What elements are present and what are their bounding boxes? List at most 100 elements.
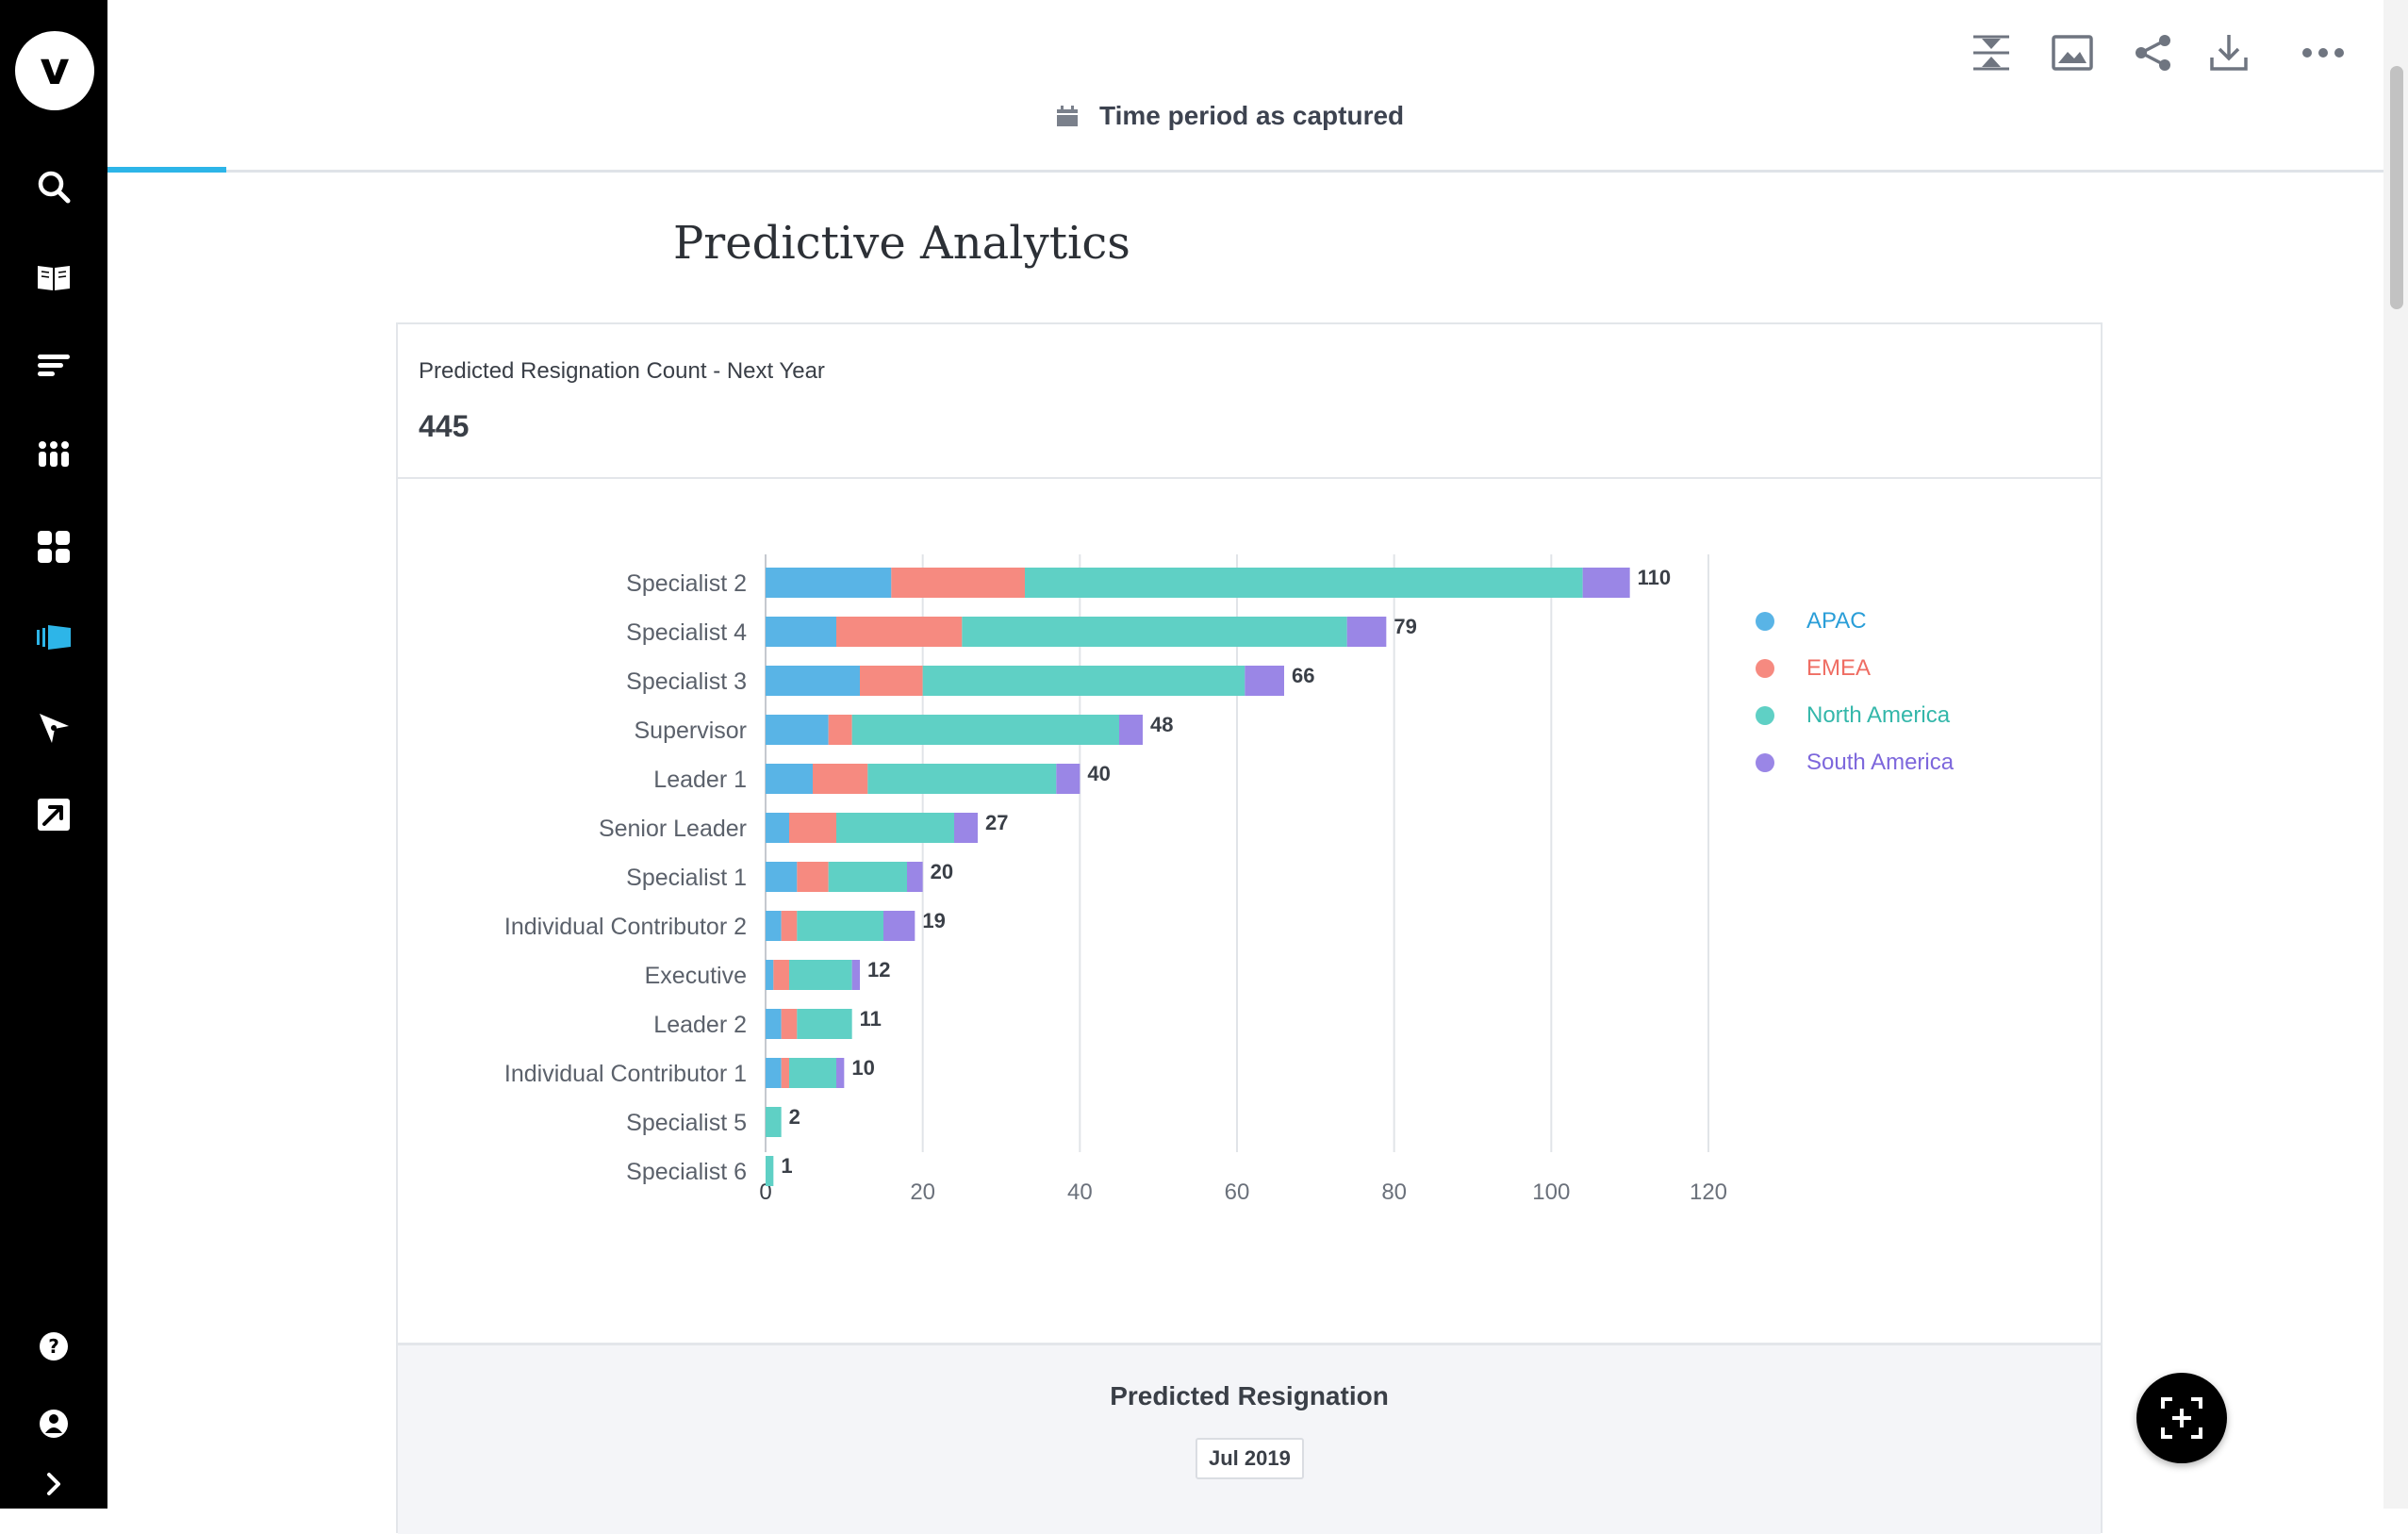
bar-total-label: 79	[1394, 615, 1416, 638]
compass-icon[interactable]	[31, 705, 76, 751]
bar-segment	[836, 617, 963, 647]
bar-segment	[922, 666, 1245, 696]
bar-segment	[836, 813, 954, 843]
bar-segment	[851, 715, 1119, 745]
bar-segment	[781, 1058, 789, 1088]
book-icon[interactable]	[31, 255, 76, 300]
bar-segment	[851, 960, 860, 990]
bar-total-label: 66	[1292, 664, 1314, 687]
category-label: Leader 1	[653, 767, 747, 793]
scrollbar-thumb[interactable]	[2390, 66, 2403, 309]
bar-segment	[766, 1156, 774, 1186]
storyboard-icon[interactable]	[31, 615, 76, 660]
bar-segment	[773, 960, 789, 990]
expand-icon[interactable]	[31, 1461, 76, 1507]
share-icon[interactable]	[2129, 28, 2178, 77]
bar-segment	[1582, 568, 1630, 598]
date-chip[interactable]: Jul 2019	[1196, 1438, 1304, 1479]
legend-dot	[1756, 612, 1774, 631]
legend-dot	[1756, 659, 1774, 678]
x-tick-label: 80	[1381, 1179, 1407, 1205]
bar-segment	[962, 617, 1347, 647]
category-label: Senior Leader	[599, 816, 747, 842]
bar-segment	[766, 568, 892, 598]
legend-item[interactable]: EMEA	[1756, 645, 1954, 692]
help-icon[interactable]: ?	[31, 1324, 76, 1369]
legend-item[interactable]: South America	[1756, 739, 1954, 786]
top-bar	[107, 0, 2383, 173]
bar-segment	[789, 813, 836, 843]
bar-segment	[836, 1058, 845, 1088]
x-tick-label: 40	[1067, 1179, 1093, 1205]
image-icon[interactable]	[2048, 28, 2097, 77]
add-to-storyboard-button[interactable]	[2136, 1373, 2227, 1463]
calendar-icon	[1057, 106, 1078, 126]
search-icon[interactable]	[31, 164, 76, 209]
add-frame-icon	[2161, 1397, 2202, 1439]
category-label: Individual Contributor 2	[504, 914, 747, 940]
category-label: Leader 2	[653, 1012, 747, 1038]
category-label: Specialist 1	[626, 865, 747, 891]
bar-segment	[1245, 666, 1284, 696]
time-period-selector[interactable]: Time period as captured	[1056, 97, 1404, 135]
category-label: Specialist 3	[626, 668, 747, 695]
category-label: Specialist 2	[626, 570, 747, 597]
external-link-icon[interactable]	[31, 792, 76, 837]
bar-segment	[766, 862, 798, 892]
more-icon[interactable]	[2299, 28, 2348, 77]
logo-letter: v	[40, 42, 70, 95]
legend-item[interactable]: North America	[1756, 692, 1954, 739]
bar-segment	[797, 1009, 852, 1039]
bar-segment	[781, 1009, 798, 1039]
legend-label: EMEA	[1806, 655, 1872, 681]
x-tick-label: 20	[910, 1179, 935, 1205]
bar-segment	[766, 1009, 782, 1039]
bar-total-label: 10	[851, 1056, 874, 1080]
legend-dot	[1756, 753, 1774, 772]
bar-segment	[797, 911, 883, 941]
bar-total-label: 12	[867, 958, 890, 981]
sidebar: v ?	[0, 0, 107, 1509]
bar-segment	[766, 1058, 782, 1088]
bar-segment	[828, 862, 907, 892]
x-tick-label: 60	[1225, 1179, 1250, 1205]
bar-segment	[789, 960, 852, 990]
chart-legend: APAC EMEA North America South America	[1756, 598, 1954, 786]
section-title: Predicted Resignation	[1110, 1381, 1389, 1410]
legend-dot	[1756, 706, 1774, 725]
bar-total-label: 19	[922, 909, 945, 932]
metric-value: 445	[419, 409, 470, 443]
bar-segment	[781, 911, 798, 941]
bar-segment	[883, 911, 915, 941]
app-logo[interactable]: v	[15, 31, 94, 110]
category-label: Specialist 4	[626, 619, 747, 646]
bar-total-label: 48	[1150, 713, 1173, 736]
category-label: Specialist 6	[626, 1159, 747, 1185]
category-label: Supervisor	[635, 718, 748, 744]
bar-segment	[813, 764, 868, 794]
bar-total-label: 2	[789, 1105, 800, 1129]
download-icon[interactable]	[2204, 28, 2253, 77]
bar-total-label: 20	[931, 860, 953, 883]
list-icon[interactable]	[31, 343, 76, 388]
dashboard-icon[interactable]	[31, 524, 76, 569]
bar-segment	[766, 617, 836, 647]
bar-segment	[766, 715, 829, 745]
bar-segment	[907, 862, 923, 892]
bar-segment	[1119, 715, 1143, 745]
account-icon[interactable]	[31, 1401, 76, 1446]
bar-total-label: 110	[1638, 566, 1672, 589]
legend-item[interactable]: APAC	[1756, 598, 1954, 645]
people-icon[interactable]	[31, 432, 76, 477]
bar-segment	[766, 813, 789, 843]
bar-segment	[1056, 764, 1080, 794]
bar-total-label: 11	[860, 1007, 882, 1031]
bar-total-label: 1	[781, 1154, 792, 1178]
x-tick-label: 120	[1690, 1179, 1727, 1205]
predicted-resignation-card: Predicted Resignation Count - Next Year …	[396, 322, 2103, 1534]
bar-segment	[954, 813, 978, 843]
bar-segment	[766, 666, 860, 696]
collapse-icon[interactable]	[1967, 28, 2016, 77]
svg-text:?: ?	[48, 1335, 59, 1358]
metric-header: Predicted Resignation Count - Next Year …	[398, 324, 2101, 479]
